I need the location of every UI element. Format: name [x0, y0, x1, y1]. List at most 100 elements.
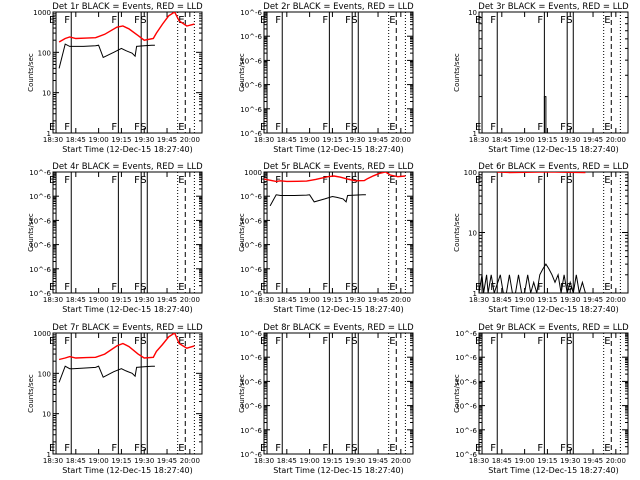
event-marker-label: F	[537, 175, 543, 186]
event-marker-label: F	[64, 282, 70, 293]
x-tick-label: 19:45	[368, 136, 388, 144]
plot-frame	[478, 171, 629, 294]
event-marker-label: F	[64, 336, 70, 347]
y-tick-label: 10^-6	[29, 242, 51, 250]
x-tick-label: 19:00	[515, 136, 535, 144]
event-marker-label: E	[49, 175, 55, 186]
y-tick-label: 10^-6	[455, 378, 477, 386]
y-tick-label: 10^-6	[455, 403, 477, 411]
event-marker-label: S	[566, 443, 572, 454]
event-marker-label: E	[49, 15, 55, 26]
y-tick-label: 10^-6	[455, 451, 477, 459]
y-tick-label: 10^-6	[29, 193, 51, 201]
plot-frame	[52, 11, 203, 134]
event-marker-label: F	[490, 122, 496, 133]
y-axis-label: Counts/sec	[453, 374, 461, 413]
x-tick-label: 20:00	[391, 457, 411, 465]
y-tick-label: 1000	[33, 330, 51, 338]
y-tick-label: 10	[468, 230, 477, 238]
x-tick-label: 18:30	[254, 457, 274, 465]
y-tick-label: 10^-6	[240, 106, 262, 114]
x-tick-label: 19:30	[560, 457, 580, 465]
event-marker-label: E	[260, 122, 266, 133]
y-axis-label: Counts/sec	[27, 53, 35, 92]
lld-rate-line	[497, 172, 586, 174]
y-axis-label: Counts/sec	[238, 53, 246, 92]
event-marker-label: F	[322, 175, 328, 186]
y-tick-label: 1	[47, 451, 51, 459]
event-marker-label: F	[490, 15, 496, 26]
x-tick-label: 20:00	[180, 136, 200, 144]
event-marker-label: F	[537, 15, 543, 26]
event-marker-label: F	[345, 122, 351, 133]
event-marker-label: E	[178, 15, 184, 26]
y-tick-label: 10	[42, 411, 51, 419]
x-axis-label: Start Time (12-Dec-15 18:27:40)	[62, 466, 193, 475]
y-tick-label: 10^-6	[240, 130, 262, 138]
panel-title: Det 8r BLACK = Events, RED = LLD	[263, 323, 414, 333]
x-tick-label: 19:30	[134, 457, 154, 465]
lld-rate-line	[58, 333, 195, 361]
event-marker-label: F	[275, 336, 281, 347]
event-marker-label: S	[351, 282, 357, 293]
event-marker-label: F	[537, 336, 543, 347]
event-marker-label: F	[111, 443, 117, 454]
event-marker-label: S	[566, 175, 572, 186]
event-marker-label: F	[345, 336, 351, 347]
event-marker-label: E	[260, 443, 266, 454]
event-rate-line	[58, 43, 155, 69]
event-marker-label: E	[49, 443, 55, 454]
plot-frame	[52, 171, 203, 294]
y-axis-label: Counts/sec	[238, 374, 246, 413]
detector-panel: Det 3r BLACK = Events, RED = LLDEEFFFFFF…	[453, 2, 629, 154]
detector-panel: Det 7r BLACK = Events, RED = LLDEEFFFFFF…	[27, 323, 203, 475]
event-marker-label: S	[140, 15, 146, 26]
y-tick-label: 1000	[244, 169, 262, 177]
event-marker-label: E	[49, 282, 55, 293]
lld-rate-line	[58, 12, 195, 43]
x-tick-label: 19:30	[560, 136, 580, 144]
event-marker-label: F	[322, 336, 328, 347]
x-tick-label: 20:00	[180, 457, 200, 465]
y-axis-label: Counts/sec	[238, 213, 246, 252]
event-marker-label: S	[140, 175, 146, 186]
x-tick-label: 19:30	[345, 136, 365, 144]
y-tick-label: 10^-6	[240, 330, 262, 338]
panel-title: Det 6r BLACK = Events, RED = LLD	[478, 162, 629, 172]
event-marker-label: F	[560, 336, 566, 347]
event-marker-label: E	[475, 175, 481, 186]
event-marker-label: E	[475, 336, 481, 347]
x-axis-label: Start Time (12-Dec-15 18:27:40)	[273, 305, 404, 314]
event-marker-label: F	[345, 443, 351, 454]
x-tick-label: 18:45	[277, 136, 297, 144]
event-marker-label: E	[178, 336, 184, 347]
y-tick-label: 10	[42, 90, 51, 98]
x-tick-label: 19:15	[111, 296, 131, 304]
plot-frame	[263, 171, 414, 294]
x-axis-label: Start Time (12-Dec-15 18:27:40)	[488, 145, 619, 154]
y-tick-label: 10^-6	[240, 451, 262, 459]
y-tick-label: 1	[47, 130, 51, 138]
y-tick-label: 10^-6	[455, 330, 477, 338]
event-marker-label: E	[178, 175, 184, 186]
x-axis-label: Start Time (12-Dec-15 18:27:40)	[273, 145, 404, 154]
panel-title: Det 5r BLACK = Events, RED = LLD	[263, 162, 414, 172]
y-axis-label: Counts/sec	[27, 213, 35, 252]
detector-panel: Det 9r BLACK = Events, RED = LLDEEFFFFFF…	[453, 323, 629, 475]
x-tick-label: 19:00	[89, 457, 109, 465]
detector-panel: Det 1r BLACK = Events, RED = LLDEEFFFFFF…	[27, 2, 203, 154]
plot-frame	[263, 11, 414, 134]
event-marker-label: E	[178, 122, 184, 133]
x-tick-label: 19:45	[368, 296, 388, 304]
x-tick-label: 19:30	[560, 296, 580, 304]
event-marker-label: E	[604, 336, 610, 347]
x-tick-label: 20:00	[606, 296, 626, 304]
event-marker-label: E	[389, 175, 395, 186]
event-marker-label: S	[566, 336, 572, 347]
plot-frame	[263, 332, 414, 455]
y-tick-label: 10^-6	[29, 217, 51, 225]
x-axis-label: Start Time (12-Dec-15 18:27:40)	[488, 466, 619, 475]
event-marker-label: E	[604, 443, 610, 454]
x-tick-label: 18:30	[43, 296, 63, 304]
event-marker-label: F	[490, 443, 496, 454]
